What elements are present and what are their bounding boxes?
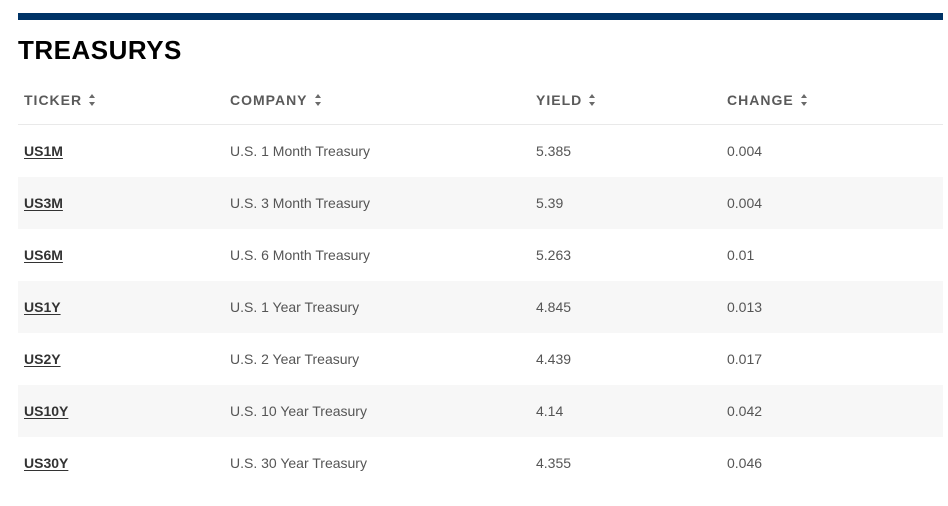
column-header-company[interactable]: COMPANY	[224, 76, 530, 125]
cell-ticker: US30Y	[18, 437, 224, 489]
cell-ticker: US1Y	[18, 281, 224, 333]
sort-icon[interactable]	[800, 93, 808, 107]
cell-ticker: US10Y	[18, 385, 224, 437]
sort-icon[interactable]	[314, 93, 322, 107]
cell-change: 0.004	[727, 143, 763, 159]
cell-company: U.S. 6 Month Treasury	[230, 247, 371, 263]
cell-yield: 5.263	[536, 247, 572, 263]
cell-ticker: US6M	[18, 229, 224, 281]
cell-company: U.S. 1 Month Treasury	[230, 143, 371, 159]
cell-company: U.S. 3 Month Treasury	[224, 177, 530, 229]
cell-ticker: US2Y	[18, 333, 224, 385]
ticker-link[interactable]: US1Y	[24, 299, 61, 315]
cell-yield: 4.355	[536, 455, 572, 471]
ticker-link[interactable]: US6M	[24, 247, 63, 263]
table-row: US1M U.S. 1 Month Treasury 5.385 0.004	[18, 125, 943, 178]
section-top-rule	[18, 13, 943, 20]
table-row: US1Y U.S. 1 Year Treasury 4.845 0.013	[18, 281, 943, 333]
table-row: US3M U.S. 3 Month Treasury 5.39 0.004	[18, 177, 943, 229]
table-row: US2Y U.S. 2 Year Treasury 4.439 0.017	[18, 333, 943, 385]
cell-ticker: US3M	[18, 177, 224, 229]
ticker-link[interactable]: US10Y	[24, 403, 69, 419]
cell-change: 0.01	[727, 247, 755, 263]
ticker-link[interactable]: US3M	[24, 195, 63, 211]
cell-change: 0.046	[727, 455, 763, 471]
ticker-link[interactable]: US2Y	[24, 351, 61, 367]
table-row: US30Y U.S. 30 Year Treasury 4.355 0.046	[18, 437, 943, 489]
cell-ticker: US1M	[18, 125, 224, 178]
cell-company: U.S. 30 Year Treasury	[230, 455, 367, 471]
sort-icon[interactable]	[588, 93, 596, 107]
column-header-label: CHANGE	[727, 91, 794, 108]
cell-yield: 4.845	[530, 281, 721, 333]
column-header-change[interactable]: CHANGE	[721, 76, 943, 125]
cell-company: U.S. 10 Year Treasury	[224, 385, 530, 437]
treasurys-table: TICKER COMPANY YIELD CHANGE US1M U.S. 1 …	[18, 76, 943, 489]
table-row: US10Y U.S. 10 Year Treasury 4.14 0.042	[18, 385, 943, 437]
cell-change: 0.004	[721, 177, 943, 229]
section-title: TREASURYS	[18, 35, 182, 65]
column-header-ticker[interactable]: TICKER	[18, 76, 224, 125]
cell-change: 0.013	[721, 281, 943, 333]
column-header-label: TICKER	[24, 91, 83, 108]
column-header-yield[interactable]: YIELD	[530, 76, 721, 125]
cell-yield: 4.14	[530, 385, 721, 437]
cell-company: U.S. 1 Year Treasury	[224, 281, 530, 333]
column-header-label: COMPANY	[230, 91, 308, 108]
sort-icon[interactable]	[88, 93, 96, 107]
table-row: US6M U.S. 6 Month Treasury 5.263 0.01	[18, 229, 943, 281]
table-header-row: TICKER COMPANY YIELD CHANGE	[18, 76, 943, 125]
cell-yield: 5.385	[536, 143, 572, 159]
ticker-link[interactable]: US1M	[24, 143, 63, 159]
cell-change: 0.042	[721, 385, 943, 437]
cell-change: 0.017	[727, 351, 763, 367]
column-header-label: YIELD	[536, 91, 583, 108]
cell-yield: 4.439	[536, 351, 572, 367]
cell-yield: 5.39	[530, 177, 721, 229]
cell-company: U.S. 2 Year Treasury	[230, 351, 360, 367]
ticker-link[interactable]: US30Y	[24, 455, 69, 471]
